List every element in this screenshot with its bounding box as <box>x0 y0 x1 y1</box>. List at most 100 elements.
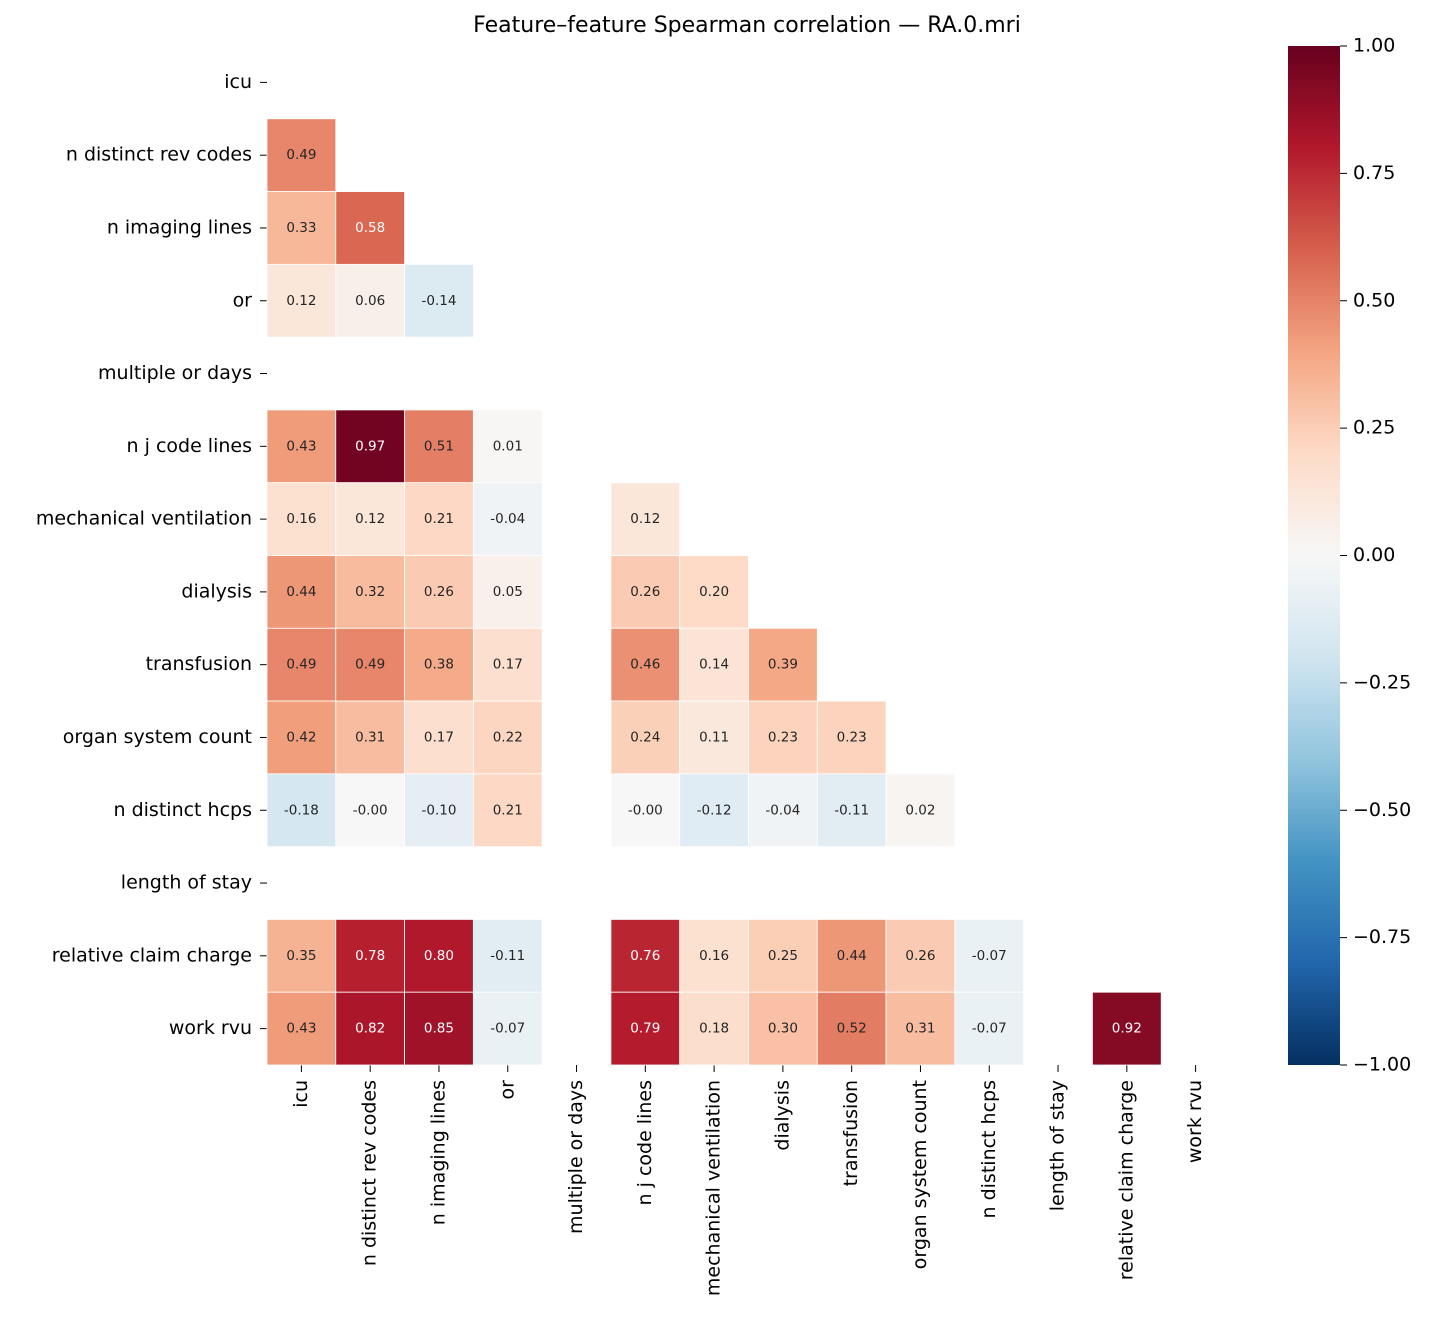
cell-label: 0.49 <box>286 147 316 163</box>
heatmap-cell <box>679 555 749 629</box>
cell-label: -0.18 <box>284 802 319 818</box>
heatmap-cell <box>472 773 543 848</box>
heatmap-cell <box>472 991 543 1066</box>
heatmap-cell <box>335 919 405 993</box>
cell-label: -0.04 <box>490 511 525 527</box>
cell-label: 0.49 <box>286 657 316 673</box>
cell-label: 0.22 <box>493 729 523 745</box>
x-tick-label: n distinct hcps <box>978 1080 1000 1218</box>
heatmap-cell <box>335 773 405 848</box>
heatmap-cell <box>816 773 887 848</box>
heatmap-cell <box>816 700 887 775</box>
cell-label: 0.23 <box>837 729 867 745</box>
cell-label: 0.85 <box>424 1021 454 1037</box>
heatmap-cell <box>1092 991 1162 1066</box>
cell-label: 0.21 <box>424 511 454 527</box>
cell-label: 0.92 <box>1112 1021 1142 1037</box>
heatmap-cell <box>954 991 1025 1066</box>
colorbar-tick-label: 0.25 <box>1353 417 1395 439</box>
cell-label: 0.30 <box>768 1021 798 1037</box>
cell-label: 0.17 <box>493 657 523 673</box>
colorbar-tick-label: −0.75 <box>1353 926 1411 948</box>
heatmap-cell <box>472 919 543 993</box>
heatmap-cell <box>610 919 681 993</box>
heatmap-cell <box>472 627 543 702</box>
heatmap-cell <box>679 919 749 993</box>
heatmap-cell <box>610 991 681 1066</box>
colorbar-tick-label: 0.00 <box>1353 544 1395 566</box>
cell-label: 0.12 <box>355 511 385 527</box>
x-tick-label: work rvu <box>1184 1080 1206 1163</box>
cell-label: 0.17 <box>424 729 454 745</box>
heatmap-cell <box>610 555 681 629</box>
cell-label: 0.52 <box>837 1021 867 1037</box>
cell-label: 0.43 <box>286 1021 316 1037</box>
heatmap-cell <box>266 118 337 192</box>
x-tick-label: multiple or days <box>565 1080 587 1234</box>
x-tick-label: mechanical ventilation <box>703 1080 725 1296</box>
heatmap-cell <box>335 482 405 556</box>
cell-label: 0.26 <box>424 584 454 600</box>
cell-label: 0.25 <box>768 948 798 964</box>
y-tick-label: work rvu <box>169 1017 252 1039</box>
cell-label: 0.43 <box>286 438 316 454</box>
heatmap-cell <box>404 773 474 848</box>
y-tick-label: length of stay <box>121 872 252 894</box>
cell-label: 0.31 <box>905 1021 935 1037</box>
cell-label: 0.05 <box>493 584 523 600</box>
heatmap-cell <box>335 191 405 265</box>
heatmap-cell <box>266 482 337 556</box>
heatmap-cell <box>748 627 818 702</box>
x-tick-label: n distinct rev codes <box>359 1080 381 1266</box>
cell-label: 0.24 <box>630 729 660 745</box>
y-tick-label: n imaging lines <box>107 216 252 238</box>
heatmap-cell <box>610 482 681 556</box>
y-tick-label: transfusion <box>146 653 252 675</box>
cell-label: 0.32 <box>355 584 385 600</box>
cell-label: 0.23 <box>768 729 798 745</box>
heatmap-cell <box>679 700 749 775</box>
heatmap-cell <box>954 919 1025 993</box>
y-tick-label: dialysis <box>181 580 252 602</box>
cell-label: -0.11 <box>834 802 869 818</box>
colorbar-tick-label: −0.25 <box>1353 671 1411 693</box>
colorbar-tick-label: 0.50 <box>1353 289 1395 311</box>
cell-label: 0.21 <box>493 802 523 818</box>
heatmap-cell <box>816 919 887 993</box>
cell-label: 0.44 <box>837 948 867 964</box>
cell-label: 0.26 <box>905 948 935 964</box>
cell-label: 0.12 <box>286 293 316 309</box>
heatmap-cell <box>404 263 474 338</box>
cell-label: 0.80 <box>424 948 454 964</box>
heatmap-cell <box>885 919 956 993</box>
heatmap-cell <box>335 555 405 629</box>
cell-label: 0.01 <box>493 438 523 454</box>
x-tick-label: icu <box>290 1080 312 1108</box>
colorbar-tick-label: 0.75 <box>1353 162 1395 184</box>
cell-label: 0.14 <box>699 657 729 673</box>
cell-label: -0.00 <box>353 802 388 818</box>
cell-label: 0.44 <box>286 584 316 600</box>
cell-label: 0.38 <box>424 657 454 673</box>
cell-label: 0.51 <box>424 438 454 454</box>
cell-label: 0.76 <box>630 948 660 964</box>
cell-label: -0.11 <box>490 948 525 964</box>
heatmap-cell <box>335 409 405 484</box>
cell-label: 0.39 <box>768 657 798 673</box>
x-tick-label: n imaging lines <box>427 1080 449 1225</box>
cell-label: 0.16 <box>286 511 316 527</box>
x-tick-label: n j code lines <box>634 1080 656 1205</box>
cell-label: 0.12 <box>630 511 660 527</box>
cell-label: 0.16 <box>699 948 729 964</box>
y-tick-label: or <box>233 289 253 311</box>
heatmap-cell <box>679 773 749 848</box>
heatmap-cell <box>679 991 749 1066</box>
cell-label: -0.00 <box>628 802 663 818</box>
x-tick-label: organ system count <box>909 1080 931 1269</box>
heatmap-cell <box>472 555 543 629</box>
cell-label: 0.42 <box>286 729 316 745</box>
cell-label: -0.04 <box>765 802 800 818</box>
cell-label: 0.20 <box>699 584 729 600</box>
heatmap-cell <box>266 700 337 775</box>
